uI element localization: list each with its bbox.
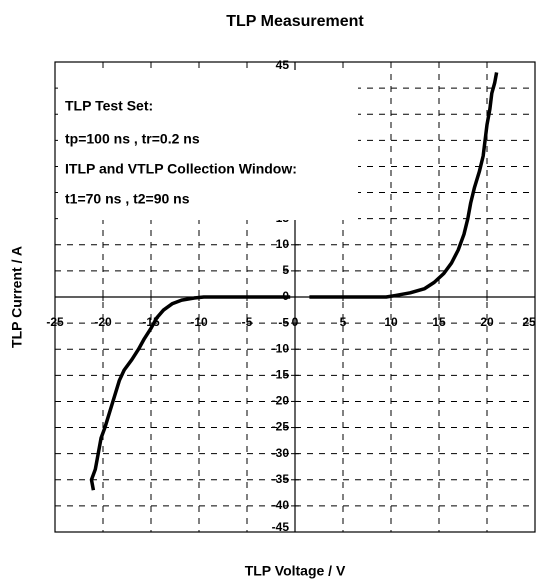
x-tick-label: 25 [522,315,536,329]
y-tick-label: -30 [272,446,290,460]
annotation: tp=100 ns , tr=0.2 ns [65,131,200,147]
chart-title: TLP Measurement [226,13,364,30]
x-tick-label: -10 [190,315,208,329]
plot-border [54,61,536,533]
annotation: TLP Test Set: [65,98,153,114]
x-tick-label: 15 [432,315,446,329]
y-tick-label: -35 [272,472,290,486]
annotation: ITLP and VTLP Collection Window: [65,161,297,177]
annotation: t1=70 ns , t2=90 ns [65,191,190,207]
y-tick-label: -25 [272,420,290,434]
x-tick-label: -5 [242,315,253,329]
x-tick-label: 5 [340,315,347,329]
y-tick-label: 5 [282,263,289,277]
y-tick-label: -5 [278,315,289,329]
x-tick-label: 20 [480,315,494,329]
x-tick-label: 10 [384,315,398,329]
y-tick-label: -20 [272,394,290,408]
annotation-box [58,70,358,220]
y-tick-label: -40 [272,498,290,512]
y-tick-label: -15 [272,368,290,382]
y-tick-label: -45 [272,520,290,534]
x-axis-label: TLP Voltage / V [245,563,346,579]
data-line [89,72,499,491]
y-tick-label: 10 [276,237,290,251]
y-axis-label: TLP Current / A [9,246,25,348]
x-tick-label: -20 [94,315,112,329]
y-tick-label: -10 [272,341,290,355]
